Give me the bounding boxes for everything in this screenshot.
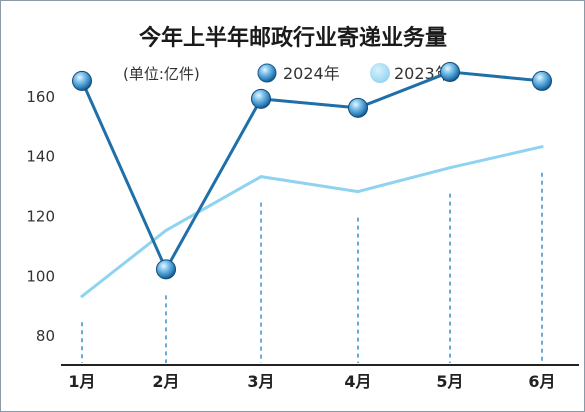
legend-marker-2024 [257,63,277,83]
data-point-2024 [156,259,176,280]
legend-item-2023: 2023年 [370,63,451,83]
x-tick-label: 4月 [344,372,371,391]
y-tick-label: 160 [26,88,55,106]
x-tick-label: 3月 [247,372,274,391]
data-point-2024 [532,70,552,91]
legend: 2024年 2023年 [257,63,451,83]
x-tick-label: 5月 [436,372,463,391]
legend-label-2024: 2024年 [283,64,340,83]
series-2023 [80,145,544,298]
y-tick-labels: 80 100 120 140 160 [26,88,55,345]
data-point-2024 [348,97,368,118]
vertical-drop-lines [81,172,543,363]
data-point-2023 [356,190,360,194]
legend-marker-2023 [370,63,390,83]
y-tick-label: 120 [26,208,55,226]
data-point-2024 [440,61,460,82]
data-point-2023 [448,166,452,170]
x-tick-label: 2月 [152,372,179,391]
data-point-2024 [251,88,271,109]
y-tick-label: 100 [26,267,55,285]
y-tick-label: 80 [36,327,55,345]
data-point-2024 [72,70,92,91]
data-point-2023 [259,175,263,179]
series-line-2023 [80,145,544,298]
y-tick-label: 140 [26,148,55,166]
x-tick-label: 6月 [528,372,555,391]
x-tick-labels: 1月 2月 3月 4月 5月 6月 [68,372,555,391]
legend-item-2024: 2024年 [257,63,340,83]
x-tick-label: 1月 [68,372,95,391]
series-2024 [72,61,552,280]
data-point-2023 [164,228,168,232]
unit-label: (单位:亿件) [123,65,200,83]
data-point-2023 [540,145,544,149]
series-line-2024 [80,70,544,271]
data-point-2023 [80,294,84,298]
chart-title: 今年上半年邮政行业寄递业务量 [139,25,447,51]
